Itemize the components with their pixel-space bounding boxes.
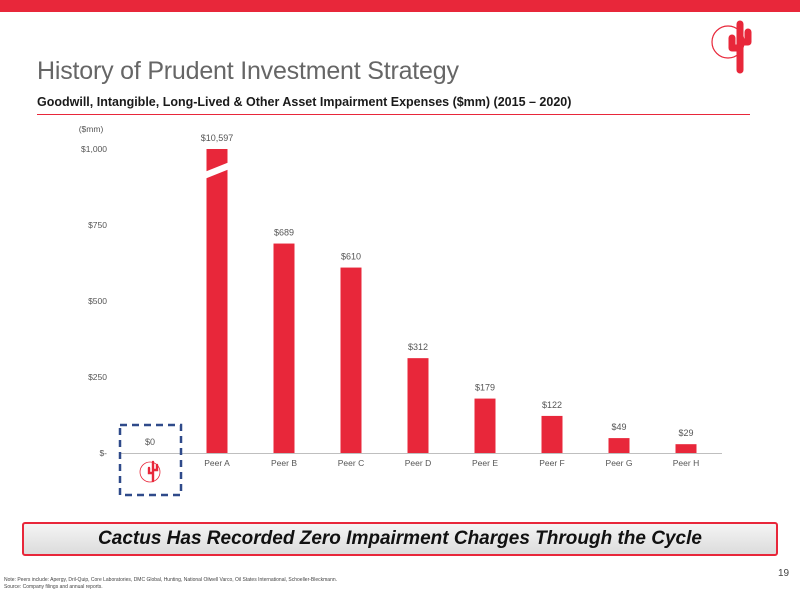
x-tick-label: Peer E	[472, 458, 498, 468]
x-tick-label: Peer A	[204, 458, 230, 468]
highlight-box	[118, 423, 183, 497]
data-label: $49	[611, 422, 626, 432]
data-label: $610	[341, 252, 361, 262]
data-label: $179	[475, 383, 495, 393]
y-axis-unit-label: ($mm)	[79, 124, 104, 134]
x-tick-label: Peer H	[673, 458, 699, 468]
page-title: History of Prudent Investment Strategy	[37, 57, 459, 85]
y-tick-label: $250	[88, 372, 107, 382]
data-label: $689	[274, 228, 294, 238]
top-accent-bar	[0, 0, 800, 12]
x-tick-label: Peer B	[271, 458, 297, 468]
callout-banner: Cactus Has Recorded Zero Impairment Char…	[22, 522, 778, 556]
page-number: 19	[778, 568, 790, 579]
data-label: $10,597	[201, 133, 234, 143]
bar	[206, 149, 228, 453]
x-tick-label: Peer F	[539, 458, 565, 468]
bar	[541, 415, 563, 453]
data-label: $0	[145, 437, 155, 447]
footnote-source: Source: Company filings and annual repor…	[4, 584, 103, 590]
impairment-bar-chart: ($mm) $- $250 $500 $750 $1,000 $0 $10,597 Peer A…	[79, 124, 722, 497]
axis-break-mark	[204, 162, 230, 179]
x-tick-label: Peer G	[606, 458, 633, 468]
cactus-mini-logo-shape	[147, 460, 159, 483]
bar	[407, 358, 429, 453]
data-label: $312	[408, 342, 428, 352]
y-tick-label: $750	[88, 220, 107, 230]
x-tick-label: Peer C	[338, 458, 364, 468]
footnote-peers: Note: Peers include: Apergy, Dril-Quip, …	[4, 577, 338, 583]
x-tick-label: Peer D	[405, 458, 431, 468]
y-tick-label: $-	[99, 448, 107, 458]
bar	[675, 444, 697, 453]
bar	[474, 398, 496, 453]
cactus-logo-icon	[711, 20, 752, 74]
title-divider	[37, 114, 750, 115]
cactus-mini-logo-icon	[139, 461, 161, 483]
data-label: $29	[678, 428, 693, 438]
footnote: Note: Peers include: Apergy, Dril-Quip, …	[4, 577, 337, 591]
bar	[273, 243, 295, 453]
bar	[608, 438, 630, 453]
chart-subtitle: Goodwill, Intangible, Long-Lived & Other…	[37, 95, 572, 109]
y-tick-label: $500	[88, 296, 107, 306]
y-tick-label: $1,000	[81, 144, 107, 154]
data-label: $122	[542, 400, 562, 410]
callout-text: Cactus Has Recorded Zero Impairment Char…	[98, 528, 702, 549]
bar	[340, 267, 362, 453]
